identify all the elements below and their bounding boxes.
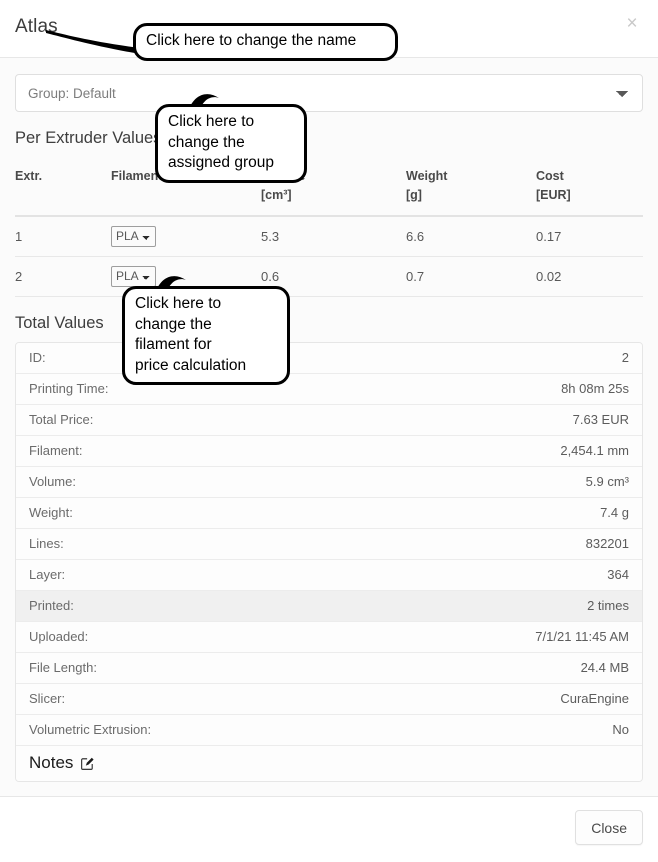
filament-select-extruder-1[interactable]: PLA — [111, 225, 156, 247]
cell-volume: 5.3 — [261, 215, 406, 257]
list-item-value: 832201 — [585, 536, 629, 552]
header-line2: [EUR] — [536, 188, 571, 203]
header-line2: [g] — [406, 188, 422, 203]
list-item-value: 7.4 g — [600, 505, 629, 521]
list-item: Printing Time: 8h 08m 25s — [16, 373, 642, 405]
list-item-value: 7/1/21 11:45 AM — [535, 629, 629, 645]
callout-change-filament: Click here to change the filament for pr… — [122, 286, 290, 386]
list-item-key: Volume: — [29, 474, 76, 490]
per-extruder-section-title: Per Extruder Values — [15, 129, 162, 147]
list-item: Lines: 832201 — [16, 528, 642, 560]
table-row: 1 PLA 5.3 6.6 0.17 — [15, 215, 643, 257]
table-head: Extr. Filament Volume [cm³] Weight [g] C — [15, 157, 643, 217]
header-line2: [cm³] — [261, 188, 292, 203]
column-header-weight: Weight [g] — [406, 157, 536, 217]
list-item-key: Filament: — [29, 443, 83, 459]
per-extruder-table: Extr. Filament Volume [cm³] Weight [g] C — [15, 157, 643, 297]
list-item-value: CuraEngine — [560, 691, 629, 707]
list-item-value: 364 — [607, 567, 629, 583]
edit-pencil-icon[interactable] — [80, 756, 95, 771]
notes-label: Notes — [29, 753, 74, 773]
list-item-value: 2 times — [587, 598, 629, 614]
table-body: 1 PLA 5.3 6.6 0.17 2 PLA — [15, 215, 643, 297]
list-item-key: Printed: — [29, 598, 74, 614]
list-item-value: 24.4 MB — [580, 660, 629, 676]
group-select[interactable]: Group: Default — [15, 74, 643, 112]
list-item: Filament: 2,454.1 mm — [16, 435, 642, 467]
close-button[interactable]: Close — [575, 810, 643, 845]
table-header-row: Extr. Filament Volume [cm³] Weight [g] C — [15, 157, 643, 217]
list-item-key: Slicer: — [29, 691, 66, 707]
table-row: 2 PLA 0.6 0.7 0.02 — [15, 256, 643, 297]
total-values-list: ID: 2 Printing Time: 8h 08m 25s Total Pr… — [15, 341, 643, 782]
list-item-key: ID: — [29, 350, 46, 366]
list-item: Total Price: 7.63 EUR — [16, 404, 642, 436]
list-item: ID: 2 — [16, 342, 642, 374]
list-item-key: Printing Time: — [29, 381, 109, 397]
list-item-value: No — [612, 722, 629, 738]
filament-select-extruder-2[interactable]: PLA — [111, 265, 156, 287]
cell-cost: 0.17 — [536, 215, 643, 257]
callout-group-text: Click here to change the assigned group — [168, 113, 274, 172]
list-item: Uploaded: 7/1/21 11:45 AM — [16, 621, 642, 653]
cell-volume: 0.6 — [261, 256, 406, 297]
list-item: Slicer: CuraEngine — [16, 683, 642, 715]
list-item-value: 7.63 EUR — [572, 412, 629, 428]
list-item: Printed: 2 times — [16, 590, 642, 622]
column-header-extruder: Extr. — [15, 157, 111, 217]
header-line1: Filament — [111, 169, 163, 183]
cell-weight: 6.6 — [406, 215, 536, 257]
cell-filament: PLA — [111, 215, 261, 257]
list-item: Weight: 7.4 g — [16, 497, 642, 529]
list-item-value: 5.9 cm³ — [585, 474, 629, 490]
callout-filament-text: Click here to change the filament for pr… — [135, 295, 247, 374]
callout-change-group: Click here to change the assigned group — [155, 104, 307, 183]
modal-body: Group: Default Per Extruder Values Extr.… — [0, 58, 658, 796]
header-line1: Weight — [406, 169, 448, 183]
notes-row[interactable]: Notes — [16, 745, 642, 781]
list-item-key: Weight: — [29, 505, 73, 521]
cell-extruder: 1 — [15, 215, 111, 257]
list-item: Volume: 5.9 cm³ — [16, 466, 642, 498]
header-line1: Cost — [536, 169, 564, 183]
list-item: File Length: 24.4 MB — [16, 652, 642, 684]
list-item-key: Layer: — [29, 567, 66, 583]
list-item-key: File Length: — [29, 660, 97, 676]
cell-weight: 0.7 — [406, 256, 536, 297]
cell-extruder: 2 — [15, 256, 111, 297]
list-item-value: 2,454.1 mm — [560, 443, 629, 459]
list-item-key: Lines: — [29, 536, 64, 552]
callout-tail-name — [46, 30, 140, 54]
total-values-section-title: Total Values — [15, 313, 104, 332]
list-item: Volumetric Extrusion: No — [16, 714, 642, 746]
list-item-value: 8h 08m 25s — [561, 381, 629, 397]
list-item-value: 2 — [621, 350, 629, 366]
list-item-key: Total Price: — [29, 412, 94, 428]
callout-change-name: Click here to change the name — [133, 23, 398, 61]
list-item-key: Uploaded: — [29, 629, 89, 645]
header-line1: Extr. — [15, 169, 43, 183]
cell-cost: 0.02 — [536, 256, 643, 297]
list-item-key: Volumetric Extrusion: — [29, 722, 152, 738]
list-item: Layer: 364 — [16, 559, 642, 591]
close-icon[interactable]: × — [621, 13, 643, 35]
column-header-cost: Cost [EUR] — [536, 157, 643, 217]
modal-footer: Close — [0, 796, 658, 862]
